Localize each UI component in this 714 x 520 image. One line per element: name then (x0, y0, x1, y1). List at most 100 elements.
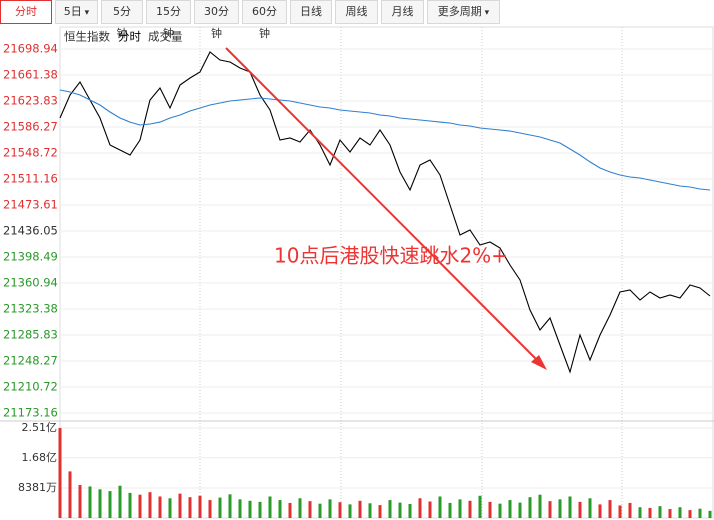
y-tick-label: 21285.83 (3, 327, 58, 341)
y-tick-label: 21511.16 (3, 172, 58, 186)
volume-bar (178, 493, 182, 518)
legend-label: 成交量 (148, 30, 183, 44)
volume-bar (708, 510, 712, 518)
tab-label: 60分钟 (252, 5, 277, 40)
volume-bar (288, 502, 292, 518)
period-tab[interactable]: 分时 (0, 0, 52, 24)
volume-bar (118, 485, 122, 518)
y-tick-label: 21661.38 (3, 68, 58, 82)
volume-bar (158, 496, 162, 518)
dropdown-arrow: ▾ (481, 8, 490, 18)
volume-bar (358, 500, 362, 518)
volume-bar (198, 495, 202, 518)
tab-label: 15分钟 (156, 5, 181, 40)
volume-bar (438, 496, 442, 518)
annotation-arrow (225, 47, 541, 364)
volume-bar (698, 508, 702, 518)
volume-bar (658, 506, 662, 518)
volume-bar (258, 501, 262, 518)
y-tick-label: 21436.05 (3, 224, 58, 238)
volume-bar (688, 510, 692, 518)
volume-bar (188, 497, 192, 518)
period-tab[interactable]: 60分钟 (242, 0, 287, 40)
volume-bar (458, 499, 462, 518)
volume-bar (218, 497, 222, 518)
volume-bar (168, 498, 172, 518)
volume-bar (598, 504, 602, 518)
volume-bar (648, 507, 652, 518)
dropdown-arrow: ▾ (81, 8, 90, 18)
volume-bar (348, 504, 352, 518)
period-tab[interactable]: 15分钟 (146, 0, 191, 40)
period-tab[interactable]: 日线 (290, 0, 332, 24)
period-tab[interactable]: 周线 (335, 0, 378, 24)
tab-label: 5分钟 (113, 5, 131, 40)
volume-bar (248, 500, 252, 518)
volume-bar (568, 496, 572, 518)
average-line (59, 89, 711, 191)
y-tick-label: 21623.83 (3, 93, 58, 107)
annotation-text: 10点后港股快速跳水2%+ (274, 244, 508, 268)
period-tab[interactable]: 30分钟 (194, 0, 239, 40)
volume-bar (638, 507, 642, 518)
tab-label: 日线 (300, 5, 322, 18)
volume-bar (388, 500, 392, 518)
y-tick-label: 21548.72 (3, 145, 58, 159)
tab-label: 周线 (345, 5, 368, 18)
volume-bar (278, 500, 282, 518)
volume-bar (318, 503, 322, 518)
y-tick-label: 8381万 (18, 481, 57, 494)
volume-bar (408, 504, 412, 518)
y-tick-label: 21323.38 (3, 302, 58, 316)
volume-bar (618, 505, 622, 518)
arrow-head (531, 355, 547, 370)
volume-bar (208, 500, 212, 518)
volume-bar (498, 503, 502, 518)
volume-bar (328, 499, 332, 518)
period-tab[interactable]: 月线 (381, 0, 424, 24)
volume-bar (268, 496, 272, 518)
volume-bar (78, 485, 82, 518)
period-tab[interactable]: 5日 ▾ (55, 0, 98, 24)
volume-bar (238, 499, 242, 518)
volume-bar (138, 494, 142, 518)
toolbar: 分时 5日 ▾ 5分钟 15分钟 30分钟 60分钟 日线 周线 月线 更多周期 ▾ (0, 0, 714, 40)
legend-label: 恒生指数 (64, 30, 110, 44)
volume-bar (398, 502, 402, 518)
period-tab[interactable]: 5分钟 (101, 0, 143, 40)
y-tick-label: 21248.27 (3, 354, 58, 368)
volume-bar (148, 492, 152, 518)
y-tick-label: 21698.94 (3, 42, 58, 56)
volume-bar (518, 502, 522, 518)
volume-bar (558, 499, 562, 518)
y-tick-label: 21210.72 (3, 379, 58, 393)
y-tick-label: 21173.16 (3, 406, 58, 420)
volume-bar (448, 502, 452, 518)
volume-bar (58, 428, 62, 518)
volume-bar (668, 509, 672, 518)
volume-bar (298, 498, 302, 518)
plot-frame (59, 26, 714, 519)
volume-bar (98, 489, 102, 518)
period-tab[interactable]: 更多周期 ▾ (427, 0, 500, 24)
volume-bar (538, 494, 542, 518)
volume-bar (578, 501, 582, 518)
volume-bar (88, 486, 92, 518)
tab-label: 5日 (63, 5, 82, 18)
volume-bar (508, 500, 512, 518)
volume-bar (378, 505, 382, 518)
volume-bar (478, 495, 482, 518)
volume-bar (428, 501, 432, 518)
tab-label: 分时 (15, 5, 37, 18)
y-tick-label: 21398.49 (3, 250, 58, 264)
y-tick-label: 21586.27 (3, 120, 58, 134)
volume-bar (488, 501, 492, 518)
legend-label: 分时 (118, 30, 141, 44)
volume-bar (468, 500, 472, 518)
volume-bar (128, 492, 132, 518)
volume-bar (68, 471, 72, 518)
tab-label: 月线 (391, 5, 414, 18)
volume-bar (108, 491, 112, 518)
